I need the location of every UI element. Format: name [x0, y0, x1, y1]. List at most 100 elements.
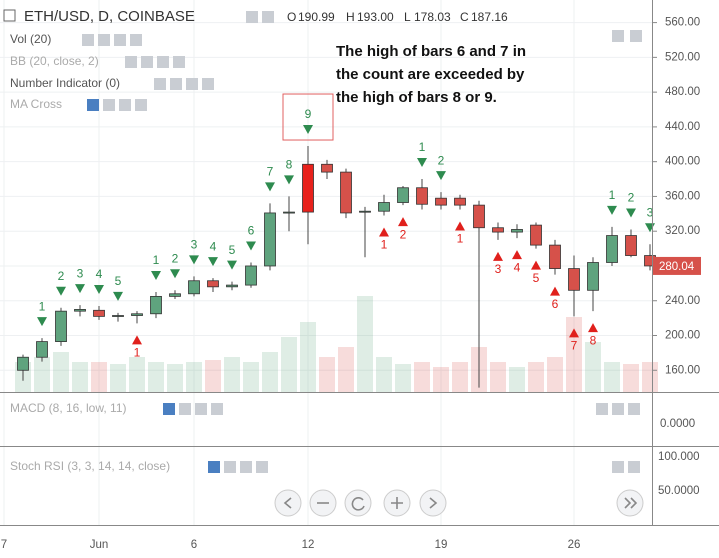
candle-body: [606, 235, 618, 263]
icon[interactable]: [103, 99, 115, 111]
count-arrow: [569, 328, 579, 338]
volume-bar: [53, 352, 69, 392]
count-label: 3: [495, 262, 502, 276]
icon[interactable]: [612, 461, 624, 473]
x-tick-label: 12: [302, 539, 315, 551]
icon[interactable]: [173, 56, 185, 68]
volume-bar: [167, 364, 183, 392]
volume-bar: [300, 322, 316, 392]
ohlc-value: 193.00: [357, 10, 394, 24]
icon[interactable]: [98, 34, 110, 46]
nav-icon: [391, 497, 403, 509]
volume-bar: [262, 352, 278, 392]
count-label: 3: [77, 266, 84, 280]
ohlc-value: 187.16: [471, 10, 508, 24]
candle-body: [188, 280, 200, 295]
pane-tick-label: 0.0000: [660, 418, 695, 430]
volume-bar: [243, 362, 259, 392]
icon[interactable]: [119, 99, 131, 111]
pane-tick-label: 50.0000: [658, 485, 700, 497]
candle-body: [530, 224, 542, 246]
icon[interactable]: [202, 78, 214, 90]
candle-body: [93, 309, 105, 317]
candle-body: [207, 280, 219, 288]
count-box: [282, 93, 334, 141]
icon[interactable]: [179, 403, 191, 415]
symbol: ETH/USD, D, COINBASE: [24, 8, 195, 25]
candle-body: [17, 356, 29, 371]
count-arrow: [113, 291, 123, 301]
nav-button[interactable]: [274, 489, 302, 517]
icon[interactable]: [628, 461, 640, 473]
icon[interactable]: [224, 461, 236, 473]
last-price-label: 280.04: [659, 261, 695, 273]
icon[interactable]: [208, 461, 220, 473]
icon[interactable]: [262, 11, 274, 23]
count-arrow: [398, 217, 408, 227]
pane-title[interactable]: MACD (8, 16, low, 11): [10, 401, 126, 415]
icon[interactable]: [240, 461, 252, 473]
count-arrow: [626, 208, 636, 218]
candle-body: [492, 227, 504, 233]
ohlc-value: 178.03: [414, 10, 451, 24]
icon[interactable]: [630, 30, 642, 42]
annotation: the high of bars 8 or 9.: [336, 89, 497, 106]
pane-title[interactable]: Stoch RSI (3, 3, 14, 14, close): [10, 459, 170, 473]
volume-bar: [414, 362, 430, 392]
nav-icon: [351, 497, 365, 511]
candle-body: [55, 310, 67, 342]
nav-button[interactable]: [344, 489, 372, 517]
icon[interactable]: [82, 34, 94, 46]
menu-icon[interactable]: [3, 9, 16, 22]
candle-body: [416, 187, 428, 205]
candle-body: [264, 212, 276, 267]
icon[interactable]: [125, 56, 137, 68]
icon[interactable]: [211, 403, 223, 415]
indicator[interactable]: MA Cross: [10, 97, 62, 111]
icon[interactable]: [157, 56, 169, 68]
icon[interactable]: [246, 11, 258, 23]
count-label: 2: [172, 251, 179, 265]
icon[interactable]: [256, 461, 268, 473]
icon[interactable]: [135, 99, 147, 111]
icon[interactable]: [612, 403, 624, 415]
y-tick-label: 320.00: [665, 225, 700, 237]
icon[interactable]: [154, 78, 166, 90]
icon[interactable]: [87, 99, 99, 111]
icon[interactable]: [195, 403, 207, 415]
x-tick-label: Jun: [90, 539, 109, 551]
nav-button[interactable]: [419, 489, 447, 517]
count-arrow: [170, 269, 180, 279]
icon[interactable]: [130, 34, 142, 46]
count-label: 3: [191, 238, 198, 252]
candle-body: [131, 313, 143, 316]
candle-body: [511, 229, 523, 233]
y-tick-label: 480.00: [665, 86, 700, 98]
grid: [0, 0, 652, 525]
ohlc-label: H: [346, 10, 355, 24]
y-tick-label: 560.00: [665, 17, 700, 29]
indicator[interactable]: Vol (20): [10, 32, 51, 46]
count-label: 2: [438, 153, 445, 167]
candle-body: [549, 244, 561, 269]
indicator[interactable]: Number Indicator (0): [10, 76, 120, 90]
icon[interactable]: [170, 78, 182, 90]
indicator[interactable]: BB (20, close, 2): [10, 54, 99, 68]
volume-bar: [547, 357, 563, 392]
candle-body: [625, 235, 637, 256]
count-label: 9: [305, 107, 312, 121]
volume-bar: [395, 364, 411, 392]
icon[interactable]: [141, 56, 153, 68]
icon[interactable]: [596, 403, 608, 415]
count-arrow: [512, 250, 522, 260]
candle-body: [454, 197, 466, 206]
count-arrow: [75, 284, 85, 294]
icon[interactable]: [612, 30, 624, 42]
icon[interactable]: [186, 78, 198, 90]
icon[interactable]: [163, 403, 175, 415]
candle-body: [74, 309, 86, 312]
volume-bar: [224, 357, 240, 392]
count-label: 7: [571, 339, 578, 353]
icon[interactable]: [628, 403, 640, 415]
icon[interactable]: [114, 34, 126, 46]
